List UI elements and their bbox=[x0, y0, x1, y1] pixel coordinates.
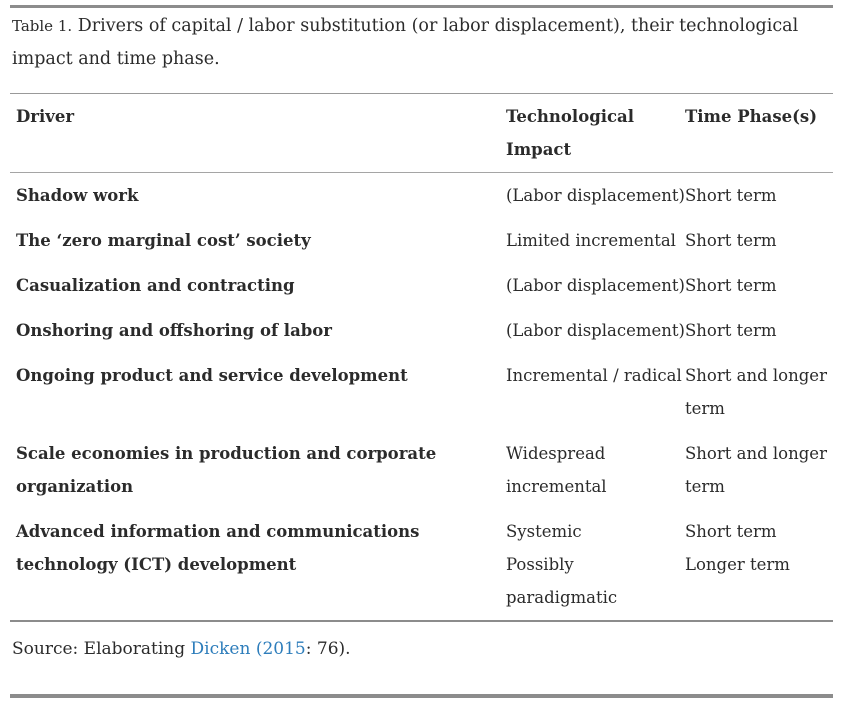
time-cell: Short and longer term bbox=[685, 366, 827, 418]
impact-cell: Systemic Possibly paradigmatic bbox=[506, 522, 618, 607]
driver-cell: Ongoing product and service development bbox=[16, 366, 408, 385]
driver-cell: Shadow work bbox=[16, 186, 139, 205]
driver-cell: Advanced information and communications … bbox=[16, 522, 420, 574]
column-header-driver: Driver bbox=[16, 107, 75, 126]
table-row: Casualization and contracting (Labor dis… bbox=[10, 263, 833, 308]
time-cell: Short term bbox=[685, 186, 777, 205]
top-divider bbox=[10, 5, 833, 8]
time-cell: Short term Longer term bbox=[685, 522, 790, 574]
time-cell: Short term bbox=[685, 321, 777, 340]
driver-cell: Casualization and contracting bbox=[16, 276, 295, 295]
table-row: Scale economies in production and corpor… bbox=[10, 431, 833, 509]
source-note-prefix: Source: Elaborating bbox=[12, 639, 191, 659]
column-header-time-phases: Time Phase(s) bbox=[685, 107, 818, 126]
table-page: Table 1. Drivers of capital / labor subs… bbox=[10, 0, 833, 698]
impact-cell: Incremental / radical bbox=[506, 366, 682, 385]
impact-cell: Widespread incremental bbox=[506, 444, 607, 496]
table-caption: Table 1. Drivers of capital / labor subs… bbox=[10, 10, 833, 76]
impact-cell: Limited incremental bbox=[506, 231, 676, 250]
table-caption-label: Table 1. bbox=[12, 17, 73, 35]
impact-cell: (Labor displacement) bbox=[506, 321, 685, 340]
table-header-row: Driver Technological Impact Time Phase(s… bbox=[10, 94, 833, 173]
impact-cell: (Labor displacement) bbox=[506, 276, 685, 295]
driver-cell: The ‘zero marginal cost’ society bbox=[16, 231, 311, 250]
source-note: Source: Elaborating Dicken (2015: 76). bbox=[10, 633, 833, 666]
source-citation-link[interactable]: Dicken (2015 bbox=[190, 639, 306, 659]
bottom-divider bbox=[10, 694, 833, 698]
table-caption-text: Drivers of capital / labor substitution … bbox=[12, 16, 799, 69]
source-note-suffix: : 76). bbox=[305, 639, 351, 659]
table-row: Shadow work (Labor displacement) Short t… bbox=[10, 173, 833, 218]
table-row: The ‘zero marginal cost’ society Limited… bbox=[10, 218, 833, 263]
time-cell: Short term bbox=[685, 276, 777, 295]
table-row: Onshoring and offshoring of labor (Labor… bbox=[10, 308, 833, 353]
table-row: Ongoing product and service development … bbox=[10, 353, 833, 431]
impact-cell: (Labor displacement) bbox=[506, 186, 685, 205]
time-cell: Short term bbox=[685, 231, 777, 250]
time-cell: Short and longer term bbox=[685, 444, 827, 496]
table-row: Advanced information and communications … bbox=[10, 509, 833, 620]
drivers-table: Driver Technological Impact Time Phase(s… bbox=[10, 93, 833, 622]
driver-cell: Onshoring and offshoring of labor bbox=[16, 321, 332, 340]
column-header-technological-impact: Technological Impact bbox=[506, 107, 635, 159]
driver-cell: Scale economies in production and corpor… bbox=[16, 444, 437, 496]
